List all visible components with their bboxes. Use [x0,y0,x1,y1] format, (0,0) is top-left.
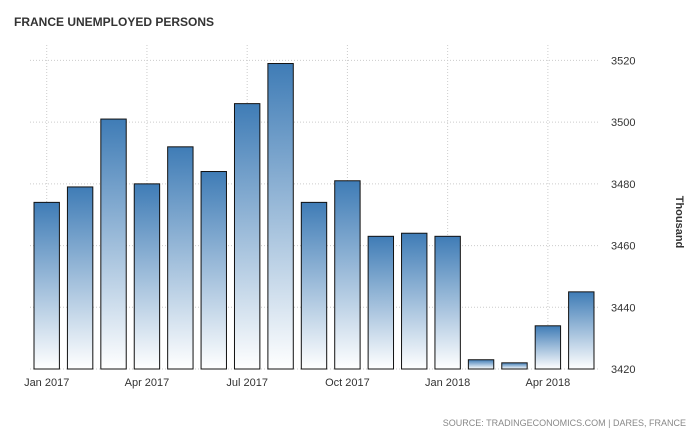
bar[interactable] [167,146,194,370]
bar[interactable] [401,232,428,370]
bar[interactable] [534,325,562,370]
bar[interactable] [568,291,595,370]
bar[interactable] [200,171,227,370]
bar[interactable] [300,201,328,370]
x-tick-label: Jul 2017 [226,377,268,389]
x-tick-label: Apr 2017 [125,377,170,389]
y-axis-label: Thousand [673,196,685,249]
x-axis-ticks: Jan 2017 Apr 2017 Jul 2017 Oct 2017 Jan 2018… [24,377,570,389]
y-tick-label: 3520 [611,55,635,67]
y-tick-label: 3460 [611,241,635,253]
bar[interactable] [133,183,161,370]
y-tick-label: 3440 [611,302,635,314]
y-axis-ticks: 3420 3440 3460 3480 3500 3520 [611,55,635,376]
bar[interactable] [367,235,395,370]
x-tick-label: Jan 2017 [24,377,69,389]
bar[interactable] [267,63,294,370]
bar[interactable] [33,201,60,370]
y-tick-label: 3500 [611,117,635,129]
bar[interactable] [501,362,528,370]
x-tick-label: Oct 2017 [325,377,370,389]
bar[interactable] [100,118,127,370]
bar[interactable] [434,235,461,370]
x-tick-label: Jan 2018 [425,377,470,389]
bars [33,63,595,370]
bar[interactable] [66,186,94,370]
y-tick-label: 3420 [611,364,635,376]
y-tick-label: 3480 [611,179,635,191]
bar[interactable] [334,180,361,370]
source-note: SOURCE: TRADINGECONOMICS.COM | DARES, FR… [443,418,686,428]
chart-title: FRANCE UNEMPLOYED PERSONS [14,15,214,29]
bar[interactable] [233,103,261,370]
x-tick-label: Apr 2018 [526,377,571,389]
bar[interactable] [467,359,495,370]
